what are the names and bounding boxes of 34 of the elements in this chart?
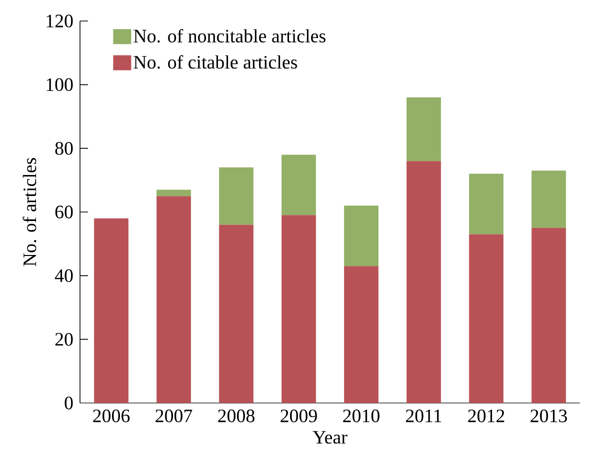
bar [532, 170, 566, 228]
bar [282, 215, 316, 403]
y-tick-label: 40 [54, 269, 73, 282]
y-tick-label: 120 [46, 14, 73, 28]
x-axis-title: Year [312, 431, 348, 444]
legend-label: No. of citable articles [134, 55, 298, 69]
x-tick-label: 2009 [280, 410, 317, 422]
bar [282, 154, 316, 216]
y-tick-label: 0 [64, 396, 73, 410]
x-tick-label: 2010 [343, 410, 380, 422]
x-tick-label: 2006 [93, 410, 130, 422]
bar [94, 218, 128, 403]
bar [469, 234, 504, 403]
legend-label: No. of noncitable articles [134, 29, 326, 43]
x-tick-label: 2013 [530, 410, 567, 422]
x-tick-label: 2011 [406, 410, 442, 422]
bar [156, 196, 191, 403]
x-tick-label: 2012 [468, 410, 504, 422]
bar [344, 206, 378, 266]
bar [469, 174, 504, 234]
y-tick-label: 80 [55, 142, 73, 155]
x-tick-label: 2007 [156, 410, 192, 422]
y-tick-label: 100 [46, 78, 73, 92]
bar [406, 97, 441, 162]
y-axis-title: No. of articles [22, 158, 36, 266]
y-tick-label: 60 [55, 206, 73, 218]
bar [219, 167, 254, 225]
x-tick-label: 2008 [218, 410, 254, 422]
bar [406, 161, 441, 403]
y-tick-label: 20 [55, 332, 73, 346]
bar [156, 190, 191, 196]
bar [219, 224, 254, 403]
bar [532, 228, 566, 403]
bar [344, 266, 378, 403]
